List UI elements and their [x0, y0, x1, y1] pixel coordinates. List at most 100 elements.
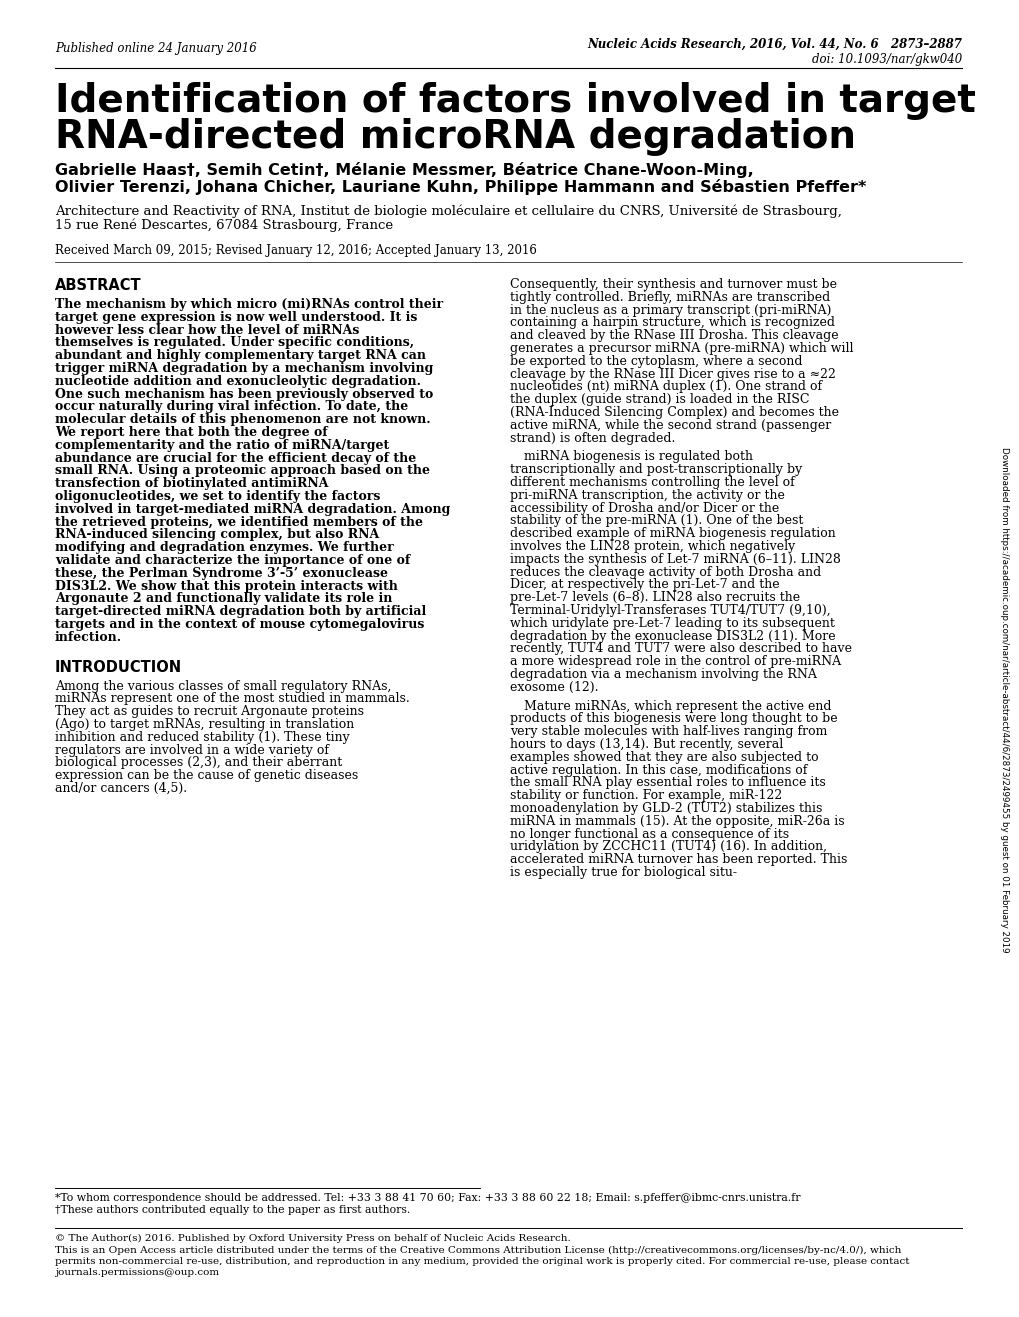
Text: ABSTRACT: ABSTRACT [55, 278, 142, 292]
Text: journals.permissions@oup.com: journals.permissions@oup.com [55, 1268, 219, 1277]
Text: transfection of biotinylated antimiRNA: transfection of biotinylated antimiRNA [55, 477, 328, 490]
Text: a more widespread role in the control of pre-miRNA: a more widespread role in the control of… [510, 655, 841, 668]
Text: Nucleic Acids Research, 2016, Vol. 44, No. 6   2873–2887: Nucleic Acids Research, 2016, Vol. 44, N… [587, 38, 961, 51]
Text: small RNA. Using a proteomic approach based on the: small RNA. Using a proteomic approach ba… [55, 465, 430, 477]
Text: the duplex (guide strand) is loaded in the RISC: the duplex (guide strand) is loaded in t… [510, 394, 809, 406]
Text: uridylation by ZCCHC11 (TUT4) (16). In addition,: uridylation by ZCCHC11 (TUT4) (16). In a… [510, 840, 826, 853]
Text: This is an Open Access article distributed under the terms of the Creative Commo: This is an Open Access article distribut… [55, 1246, 901, 1255]
Text: validate and characterize the importance of one of: validate and characterize the importance… [55, 554, 410, 568]
Text: Olivier Terenzi, Johana Chicher, Lauriane Kuhn, Philippe Hammann and Sébastien P: Olivier Terenzi, Johana Chicher, Laurian… [55, 179, 865, 195]
Text: stability or function. For example, miR-122: stability or function. For example, miR-… [510, 789, 782, 802]
Text: is especially true for biological situ-: is especially true for biological situ- [510, 867, 737, 878]
Text: The mechanism by which micro (mi)RNAs control their: The mechanism by which micro (mi)RNAs co… [55, 298, 442, 311]
Text: stability of the pre-miRNA (1). One of the best: stability of the pre-miRNA (1). One of t… [510, 515, 803, 527]
Text: target gene expression is now well understood. It is: target gene expression is now well under… [55, 311, 417, 324]
Text: DIS3L2. We show that this protein interacts with: DIS3L2. We show that this protein intera… [55, 579, 397, 593]
Text: products of this biogenesis were long thought to be: products of this biogenesis were long th… [510, 712, 837, 726]
Text: described example of miRNA biogenesis regulation: described example of miRNA biogenesis re… [510, 527, 835, 540]
Text: occur naturally during viral infection. To date, the: occur naturally during viral infection. … [55, 400, 408, 414]
Text: exosome (12).: exosome (12). [510, 681, 598, 694]
Text: Gabrielle Haas†, Semih Cetin†, Mélanie Messmer, Béatrice Chane-Woon-Ming,: Gabrielle Haas†, Semih Cetin†, Mélanie M… [55, 162, 753, 178]
Text: Published online 24 January 2016: Published online 24 January 2016 [55, 42, 257, 55]
Text: nucleotides (nt) miRNA duplex (1). One strand of: nucleotides (nt) miRNA duplex (1). One s… [510, 381, 821, 394]
Text: the small RNA play essential roles to influence its: the small RNA play essential roles to in… [510, 777, 825, 789]
Text: active regulation. In this case, modifications of: active regulation. In this case, modific… [510, 764, 807, 777]
Text: no longer functional as a consequence of its: no longer functional as a consequence of… [510, 827, 789, 840]
Text: reduces the cleavage activity of both Drosha and: reduces the cleavage activity of both Dr… [510, 565, 820, 578]
Text: regulators are involved in a wide variety of: regulators are involved in a wide variet… [55, 744, 329, 756]
Text: Mature miRNAs, which represent the active end: Mature miRNAs, which represent the activ… [524, 699, 830, 712]
Text: modifying and degradation enzymes. We further: modifying and degradation enzymes. We fu… [55, 541, 393, 554]
Text: monoadenylation by GLD-2 (TUT2) stabilizes this: monoadenylation by GLD-2 (TUT2) stabiliz… [510, 802, 821, 815]
Text: cleavage by the RNase III Dicer gives rise to a ≈22: cleavage by the RNase III Dicer gives ri… [510, 367, 835, 381]
Text: pre-Let-7 levels (6–8). LIN28 also recruits the: pre-Let-7 levels (6–8). LIN28 also recru… [510, 591, 799, 605]
Text: Argonaute 2 and functionally validate its role in: Argonaute 2 and functionally validate it… [55, 593, 392, 606]
Text: themselves is regulated. Under specific conditions,: themselves is regulated. Under specific … [55, 336, 414, 349]
Text: and cleaved by the RNase III Drosha. This cleavage: and cleaved by the RNase III Drosha. Thi… [510, 329, 838, 342]
Text: Downloaded from https://academic.oup.com/nar/article-abstract/44/6/2873/2499455 : Downloaded from https://academic.oup.com… [1000, 448, 1009, 952]
Text: Among the various classes of small regulatory RNAs,: Among the various classes of small regul… [55, 680, 391, 693]
Text: RNA-directed microRNA degradation: RNA-directed microRNA degradation [55, 119, 855, 155]
Text: One such mechanism has been previously observed to: One such mechanism has been previously o… [55, 387, 433, 400]
Text: miRNAs represent one of the most studied in mammals.: miRNAs represent one of the most studied… [55, 693, 410, 706]
Text: active miRNA, while the second strand (passenger: active miRNA, while the second strand (p… [510, 419, 830, 432]
Text: infection.: infection. [55, 631, 122, 644]
Text: abundance are crucial for the efficient decay of the: abundance are crucial for the efficient … [55, 452, 416, 465]
Text: hours to days (13,14). But recently, several: hours to days (13,14). But recently, sev… [510, 738, 783, 751]
Text: doi: 10.1093/nar/gkw040: doi: 10.1093/nar/gkw040 [811, 53, 961, 66]
Text: examples showed that they are also subjected to: examples showed that they are also subje… [510, 751, 818, 764]
Text: Dicer, at respectively the pri-Let-7 and the: Dicer, at respectively the pri-Let-7 and… [510, 578, 779, 591]
Text: abundant and highly complementary target RNA can: abundant and highly complementary target… [55, 349, 426, 362]
Text: 15 rue René Descartes, 67084 Strasbourg, France: 15 rue René Descartes, 67084 Strasbourg,… [55, 219, 392, 232]
Text: © The Author(s) 2016. Published by Oxford University Press on behalf of Nucleic : © The Author(s) 2016. Published by Oxfor… [55, 1234, 571, 1243]
Text: the retrieved proteins, we identified members of the: the retrieved proteins, we identified me… [55, 515, 423, 528]
Text: however less clear how the level of miRNAs: however less clear how the level of miRN… [55, 324, 359, 337]
Text: miRNA biogenesis is regulated both: miRNA biogenesis is regulated both [524, 450, 752, 464]
Text: Terminal-Uridylyl-Transferases TUT4/TUT7 (9,10),: Terminal-Uridylyl-Transferases TUT4/TUT7… [510, 605, 829, 616]
Text: and/or cancers (4,5).: and/or cancers (4,5). [55, 782, 186, 795]
Text: generates a precursor miRNA (pre-miRNA) which will: generates a precursor miRNA (pre-miRNA) … [510, 342, 853, 356]
Text: very stable molecules with half-lives ranging from: very stable molecules with half-lives ra… [510, 726, 826, 739]
Text: target-directed miRNA degradation both by artificial: target-directed miRNA degradation both b… [55, 606, 426, 618]
Text: Identification of factors involved in target: Identification of factors involved in ta… [55, 82, 975, 120]
Text: containing a hairpin structure, which is recognized: containing a hairpin structure, which is… [510, 316, 835, 329]
Text: We report here that both the degree of: We report here that both the degree of [55, 425, 327, 439]
Text: which uridylate pre-Let-7 leading to its subsequent: which uridylate pre-Let-7 leading to its… [510, 616, 835, 630]
Text: †These authors contributed equally to the paper as first authors.: †These authors contributed equally to th… [55, 1205, 410, 1216]
Text: INTRODUCTION: INTRODUCTION [55, 660, 182, 674]
Text: *To whom correspondence should be addressed. Tel: +33 3 88 41 70 60; Fax: +33 3 : *To whom correspondence should be addres… [55, 1193, 800, 1202]
Text: transcriptionally and post-transcriptionally by: transcriptionally and post-transcription… [510, 464, 802, 477]
Text: miRNA in mammals (15). At the opposite, miR-26a is: miRNA in mammals (15). At the opposite, … [510, 815, 844, 828]
Text: be exported to the cytoplasm, where a second: be exported to the cytoplasm, where a se… [510, 354, 802, 367]
Text: Received March 09, 2015; Revised January 12, 2016; Accepted January 13, 2016: Received March 09, 2015; Revised January… [55, 244, 536, 257]
Text: permits non-commercial re-use, distribution, and reproduction in any medium, pro: permits non-commercial re-use, distribut… [55, 1256, 909, 1266]
Text: strand) is often degraded.: strand) is often degraded. [510, 432, 675, 445]
Text: degradation via a mechanism involving the RNA: degradation via a mechanism involving th… [510, 668, 816, 681]
Text: pri-miRNA transcription, the activity or the: pri-miRNA transcription, the activity or… [510, 489, 784, 502]
Text: expression can be the cause of genetic diseases: expression can be the cause of genetic d… [55, 769, 358, 782]
Text: They act as guides to recruit Argonaute proteins: They act as guides to recruit Argonaute … [55, 705, 364, 718]
Text: biological processes (2,3), and their aberrant: biological processes (2,3), and their ab… [55, 756, 342, 769]
Text: in the nucleus as a primary transcript (pri-miRNA): in the nucleus as a primary transcript (… [510, 304, 830, 316]
Text: oligonucleotides, we set to identify the factors: oligonucleotides, we set to identify the… [55, 490, 380, 503]
Text: Consequently, their synthesis and turnover must be: Consequently, their synthesis and turnov… [510, 278, 837, 291]
Text: different mechanisms controlling the level of: different mechanisms controlling the lev… [510, 475, 794, 489]
Text: Architecture and Reactivity of RNA, Institut de biologie moléculaire et cellulai: Architecture and Reactivity of RNA, Inst… [55, 204, 841, 217]
Text: accelerated miRNA turnover has been reported. This: accelerated miRNA turnover has been repo… [510, 853, 847, 867]
Text: molecular details of this phenomenon are not known.: molecular details of this phenomenon are… [55, 414, 430, 427]
Text: targets and in the context of mouse cytomegalovirus: targets and in the context of mouse cyto… [55, 618, 424, 631]
Text: inhibition and reduced stability (1). These tiny: inhibition and reduced stability (1). Th… [55, 731, 350, 744]
Text: degradation by the exonuclease DIS3L2 (11). More: degradation by the exonuclease DIS3L2 (1… [510, 630, 835, 643]
Text: tightly controlled. Briefly, miRNAs are transcribed: tightly controlled. Briefly, miRNAs are … [510, 291, 829, 304]
Text: RNA-induced silencing complex, but also RNA: RNA-induced silencing complex, but also … [55, 528, 379, 541]
Text: involves the LIN28 protein, which negatively: involves the LIN28 protein, which negati… [510, 540, 795, 553]
Text: impacts the synthesis of Let-7 miRNA (6–11). LIN28: impacts the synthesis of Let-7 miRNA (6–… [510, 553, 840, 566]
Text: trigger miRNA degradation by a mechanism involving: trigger miRNA degradation by a mechanism… [55, 362, 433, 375]
Text: (Ago) to target mRNAs, resulting in translation: (Ago) to target mRNAs, resulting in tran… [55, 718, 354, 731]
Text: these, the Perlman Syndrome 3’-5’ exonuclease: these, the Perlman Syndrome 3’-5’ exonuc… [55, 566, 387, 579]
Text: accessibility of Drosha and/or Dicer or the: accessibility of Drosha and/or Dicer or … [510, 502, 779, 515]
Text: complementarity and the ratio of miRNA/target: complementarity and the ratio of miRNA/t… [55, 439, 389, 452]
Text: recently, TUT4 and TUT7 were also described to have: recently, TUT4 and TUT7 were also descri… [510, 643, 851, 656]
Text: (RNA-Induced Silencing Complex) and becomes the: (RNA-Induced Silencing Complex) and beco… [510, 406, 839, 419]
Text: nucleotide addition and exonucleolytic degradation.: nucleotide addition and exonucleolytic d… [55, 375, 421, 387]
